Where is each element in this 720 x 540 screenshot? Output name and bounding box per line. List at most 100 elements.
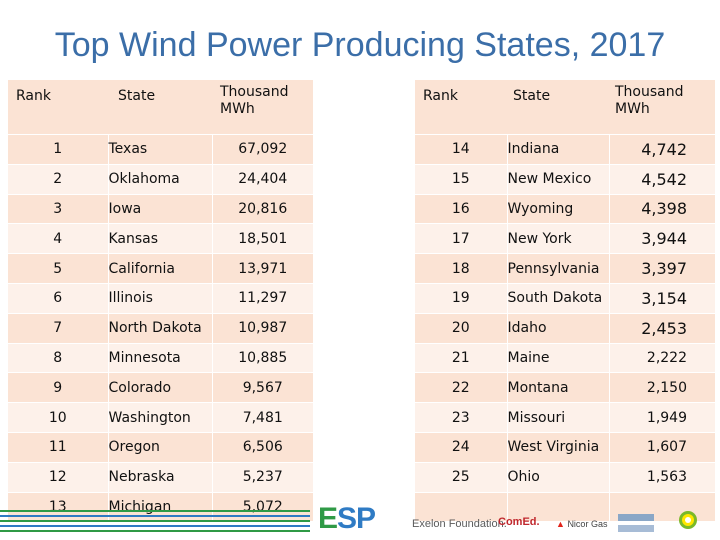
state-cell: Kansas (107, 223, 212, 254)
footer-stripe (0, 525, 310, 527)
state-cell: Ohio (506, 461, 609, 493)
rank-cell: 1 (8, 134, 108, 165)
mwh-cell: 4,542 (608, 163, 715, 195)
mwh-cell: 4,398 (608, 193, 715, 224)
nicor-gas-logo: ▲ Nicor Gas (556, 519, 608, 529)
table-row: 2 Oklahoma 24,404 (8, 163, 313, 195)
state-cell: Maine (506, 342, 609, 373)
partner-logo-icon (618, 514, 654, 532)
mwh-cell: 10,885 (211, 342, 313, 373)
rank-cell: 19 (415, 282, 507, 314)
table-row: 17 New York 3,944 (415, 223, 715, 254)
table-row (415, 491, 715, 522)
state-cell: West Virginia (506, 431, 609, 463)
header-mwh-line2: MWh (220, 101, 255, 117)
table-row: 14 Indiana 4,742 (415, 134, 715, 165)
table-row: 23 Missouri 1,949 (415, 402, 715, 433)
state-cell: Nebraska (107, 461, 212, 493)
state-cell: Oklahoma (107, 163, 212, 195)
mwh-cell: 18,501 (211, 223, 313, 254)
rank-cell: 10 (8, 402, 108, 433)
mwh-cell: 1,563 (608, 461, 715, 493)
header-mwh: Thousand MWh (212, 80, 313, 135)
header-rank: Rank (8, 80, 108, 135)
header-state: State (507, 80, 609, 135)
table-row: 16 Wyoming 4,398 (415, 193, 715, 224)
mwh-cell: 4,742 (608, 134, 715, 165)
mwh-cell: 10,987 (211, 312, 313, 344)
slide-title: Top Wind Power Producing States, 2017 (54, 26, 666, 64)
table-row: 21 Maine 2,222 (415, 342, 715, 373)
rank-cell: 17 (415, 223, 507, 254)
rank-cell: 2 (8, 163, 108, 195)
rank-table-right: Rank State Thousand MWh 14 Indiana 4,742 15… (415, 80, 715, 522)
esp-logo: ESP (318, 502, 376, 535)
rank-cell: 18 (415, 253, 507, 284)
rank-cell: 8 (8, 342, 108, 373)
state-cell: Montana (506, 372, 609, 403)
header-mwh-line1: Thousand (220, 84, 289, 100)
state-cell: Wyoming (506, 193, 609, 224)
state-cell: Oregon (107, 431, 212, 463)
table-row: 4 Kansas 18,501 (8, 223, 313, 254)
mwh-cell: 3,944 (608, 223, 715, 254)
rank-cell (415, 491, 507, 522)
mwh-cell: 24,404 (211, 163, 313, 195)
mwh-cell: 2,150 (608, 372, 715, 403)
footer-stripe (0, 510, 310, 512)
nicor-flame-icon: ▲ (556, 519, 565, 529)
state-cell: Texas (107, 134, 212, 165)
table-row: 20 Idaho 2,453 (415, 312, 715, 344)
table-row: 25 Ohio 1,563 (415, 461, 715, 493)
mwh-cell: 9,567 (211, 372, 313, 403)
mwh-cell: 6,506 (211, 431, 313, 463)
mwh-cell: 13,971 (211, 253, 313, 284)
header-mwh-line1: Thousand (615, 84, 684, 100)
rank-cell: 20 (415, 312, 507, 344)
header-rank: Rank (415, 80, 507, 135)
table-row: 6 Illinois 11,297 (8, 282, 313, 314)
table-row: 10 Washington 7,481 (8, 402, 313, 433)
table-row: 5 California 13,971 (8, 253, 313, 284)
footer-stripe (0, 515, 310, 517)
mwh-cell: 11,297 (211, 282, 313, 314)
state-cell (506, 491, 609, 522)
rank-cell: 21 (415, 342, 507, 373)
state-cell: Iowa (107, 193, 212, 224)
mwh-cell: 7,481 (211, 402, 313, 433)
table-row: 24 West Virginia 1,607 (415, 431, 715, 463)
state-cell: Indiana (506, 134, 609, 165)
table-row: 9 Colorado 9,567 (8, 372, 313, 403)
state-cell: Idaho (506, 312, 609, 344)
rank-cell: 4 (8, 223, 108, 254)
state-cell: South Dakota (506, 282, 609, 314)
rank-table-left: Rank State Thousand MWh 1 Texas 67,092 2 Okl… (8, 80, 313, 522)
state-cell: Colorado (107, 372, 212, 403)
rank-cell: 24 (415, 431, 507, 463)
state-cell: New York (506, 223, 609, 254)
state-cell: Minnesota (107, 342, 212, 373)
table-row: 7 North Dakota 10,987 (8, 312, 313, 344)
rank-cell: 12 (8, 461, 108, 493)
mwh-cell: 2,453 (608, 312, 715, 344)
mwh-cell: 3,397 (608, 253, 715, 284)
state-cell: California (107, 253, 212, 284)
rank-cell: 9 (8, 372, 108, 403)
header-state: State (108, 80, 212, 135)
rank-cell: 6 (8, 282, 108, 314)
table-row: 8 Minnesota 10,885 (8, 342, 313, 373)
mwh-cell: 2,222 (608, 342, 715, 373)
state-cell: Missouri (506, 402, 609, 433)
state-cell: Washington (107, 402, 212, 433)
table-row: 12 Nebraska 5,237 (8, 461, 313, 493)
comed-logo: ComEd. (498, 516, 540, 528)
mwh-cell: 3,154 (608, 282, 715, 314)
exelon-foundation-logo: Exelon Foundation. (412, 518, 507, 530)
rank-cell: 23 (415, 402, 507, 433)
table-row: 19 South Dakota 3,154 (415, 282, 715, 314)
state-cell: North Dakota (107, 312, 212, 344)
table-row: 1 Texas 67,092 (8, 134, 313, 165)
footer-stripe (0, 530, 310, 532)
state-cell: Pennsylvania (506, 253, 609, 284)
rank-cell: 22 (415, 372, 507, 403)
